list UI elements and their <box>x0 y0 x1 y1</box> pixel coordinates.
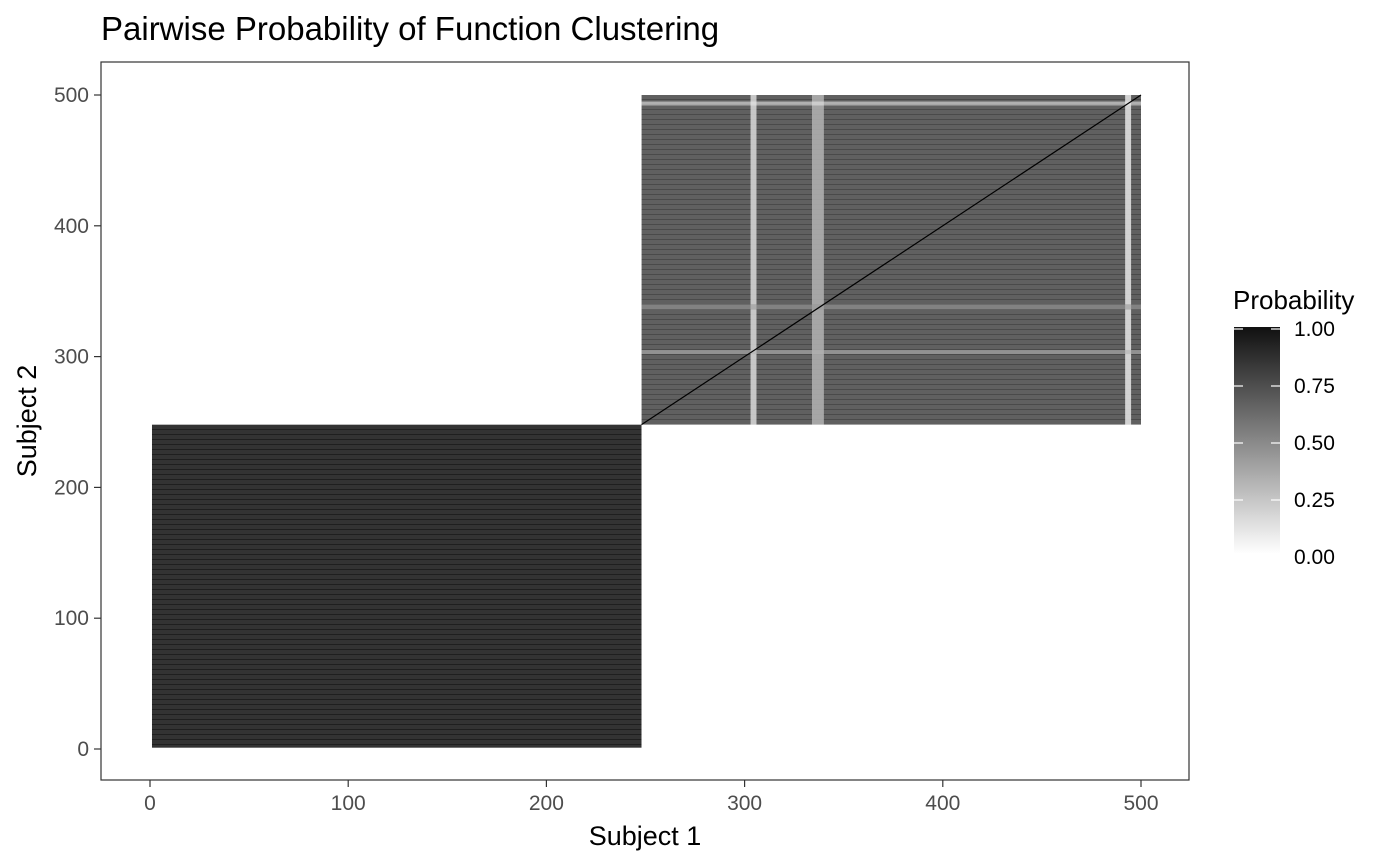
x-axis: 0 100 200 300 400 500 <box>144 780 1159 815</box>
y-tick-label: 200 <box>54 476 89 499</box>
x-axis-title: Subject 1 <box>589 821 702 851</box>
legend-label: 0.25 <box>1294 489 1335 512</box>
legend-label: 0.00 <box>1294 546 1335 569</box>
heatmap-cells <box>151 94 1142 748</box>
legend-ticks: 1.00 0.75 0.50 0.25 0.00 <box>1234 318 1335 569</box>
subject1-light-band-1 <box>750 95 757 425</box>
x-tick-label: 100 <box>331 792 366 815</box>
y-tick-label: 300 <box>54 346 89 369</box>
subject2-light-band-1 <box>641 350 1141 354</box>
subject2-light-band-3 <box>641 101 1141 106</box>
subject1-light-band-2 <box>811 95 824 425</box>
legend-label: 0.75 <box>1294 375 1335 398</box>
subject2-light-band-2 <box>641 304 1141 310</box>
heatmap-block-4 <box>641 424 1141 748</box>
x-tick-label: 300 <box>727 792 762 815</box>
legend-colorbar <box>1234 327 1280 554</box>
y-tick-label: 500 <box>54 84 89 107</box>
y-tick-label: 100 <box>54 607 89 630</box>
y-axis: 0 100 200 300 400 500 <box>54 84 101 761</box>
diagonal-line <box>641 94 1142 426</box>
x-tick-label: 400 <box>925 792 960 815</box>
legend-label: 0.50 <box>1294 432 1335 455</box>
y-axis-title: Subject 2 <box>12 365 42 478</box>
legend-title: Probability <box>1233 285 1354 315</box>
heatmap-block-3 <box>151 95 642 425</box>
legend: Probability 1.00 0.75 0.50 0.25 0.00 <box>1233 285 1354 569</box>
chart-title: Pairwise Probability of Function Cluster… <box>101 10 719 47</box>
y-tick-label: 400 <box>54 215 89 238</box>
subject1-light-band-3 <box>1125 95 1132 425</box>
y-tick-label: 0 <box>77 738 89 761</box>
legend-label: 1.00 <box>1294 318 1335 341</box>
x-tick-label: 0 <box>144 792 156 815</box>
x-tick-label: 200 <box>529 792 564 815</box>
heatmap-block-1 <box>151 424 642 748</box>
x-tick-label: 500 <box>1123 792 1158 815</box>
